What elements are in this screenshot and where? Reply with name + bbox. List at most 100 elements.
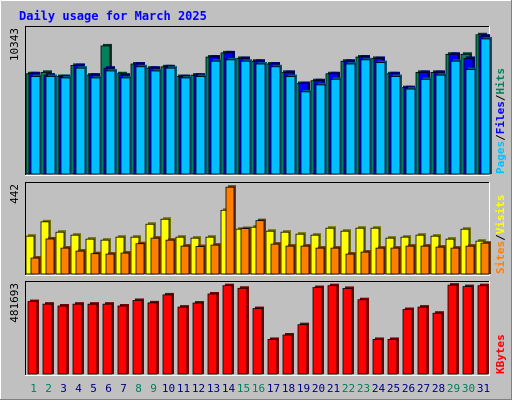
panel-top-pages-bar-day-29-face	[450, 60, 461, 175]
panel-top-pages-bar-day-17-face	[270, 66, 281, 175]
panel-top-pages-bar-day-16	[255, 62, 267, 175]
panel-top-legend-separator: /	[494, 94, 507, 101]
panel-bottom-kbytes-bar-day-30	[462, 284, 474, 375]
panel-bottom-kbytes-bar-day-16-face	[252, 308, 263, 375]
panel-bottom-kbytes-bar-day-8	[132, 298, 144, 375]
panel-top-pages-bar-day-24	[375, 60, 387, 175]
panel-middle-sites-bar-day-3-face	[60, 247, 70, 275]
panel-bottom-kbytes-bar-day-18-face	[282, 334, 293, 375]
panel-bottom-kbytes-bar-day-3-face	[57, 305, 68, 375]
panel-bottom-kbytes-bar-day-10-face	[162, 294, 173, 375]
panel-top-pages-bar-day-25-face	[390, 76, 401, 175]
panel-bottom-kbytes-bar-day-31	[477, 283, 489, 375]
panel-top-pages-bar-day-12	[195, 74, 207, 175]
x-tick-label-day-4: 4	[75, 382, 82, 395]
panel-middle-sites-bar-day-22-face	[345, 253, 355, 275]
panel-bottom-kbytes-bar-day-9-face	[147, 302, 158, 375]
panel-top-pages-bar-day-7-face	[120, 77, 131, 175]
panel-bottom-kbytes-bar-day-15	[237, 286, 249, 375]
panel-top-pages-bar-day-3	[60, 75, 72, 175]
panel-bottom-kbytes-bar-day-17-face	[267, 339, 278, 375]
panel-middle-sites-bar-day-9-face	[150, 237, 160, 275]
panel-middle-sites-bar-day-1-face	[30, 257, 40, 275]
panel-bottom-kbytes-bar-day-14-face	[222, 285, 233, 375]
panel-bottom-kbytes-bar-day-27-face	[417, 306, 428, 375]
panel-bottom-kbytes-bar-day-11-face	[177, 306, 188, 375]
panel-top-pages-bar-day-31	[480, 36, 492, 175]
panel-top-ymax-label: 10343	[8, 28, 21, 61]
panel-bottom-kbytes-bar-day-26-face	[402, 309, 413, 375]
x-tick-label-day-19: 19	[297, 382, 310, 395]
x-tick-label-day-21: 21	[327, 382, 340, 395]
panel-top-pages-bar-day-19	[300, 89, 312, 175]
panel-middle-sites-bar-day-7-face	[120, 252, 130, 275]
panel-top-pages-bar-day-9	[150, 68, 162, 175]
panel-middle-sites-bar-day-29-face	[450, 247, 460, 275]
panel-middle-sites-bar-day-3	[60, 246, 71, 275]
panel-middle-legend-visits: Visits	[494, 195, 507, 235]
panel-bottom-kbytes-bar-day-22-face	[342, 288, 353, 375]
panel-top-pages-bar-day-28-face	[435, 74, 446, 175]
x-tick-label-day-31: 31	[477, 382, 490, 395]
panel-bottom-kbytes-bar-day-13-face	[207, 293, 218, 375]
panel-bottom-kbytes-bar-day-28-face	[432, 312, 443, 375]
panel-bottom-kbytes-bar-day-25	[387, 337, 399, 375]
panel-bottom-kbytes-bar-day-30-face	[462, 286, 473, 375]
panel-bottom-kbytes-bar-day-18	[282, 333, 294, 375]
panel-bottom-kbytes-bar-day-23	[357, 297, 369, 375]
panel-top-pages-bar-day-29	[450, 59, 462, 175]
panel-middle-sites-bar-day-1	[30, 256, 41, 275]
panel-middle-sites-bar-day-28	[435, 245, 446, 275]
panel-top-pages-bar-day-2	[45, 74, 57, 175]
panel-bottom-kbytes-bar-day-7-face	[117, 305, 128, 375]
panel-middle-sites-bar-day-20-face	[315, 247, 325, 275]
panel-top-pages-bar-day-15-face	[240, 60, 251, 175]
panel-top-pages-bar-day-20-face	[315, 84, 326, 175]
panel-middle-sites-bar-day-18	[285, 244, 296, 275]
panel-middle-legend-separator: /	[494, 234, 507, 241]
panel-middle-sites-bar-day-14-face	[225, 186, 235, 275]
panel-middle-sites-bar-day-29	[450, 246, 461, 275]
panel-middle-sites-bar-day-7	[120, 251, 131, 275]
panel-top-pages-bar-day-22-face	[345, 63, 356, 175]
x-tick-label-day-2: 2	[45, 382, 52, 395]
panel-top-pages-bar-day-24-face	[375, 62, 386, 175]
x-tick-label-day-5: 5	[90, 382, 97, 395]
panel-top-pages-bar-day-12-face	[195, 76, 206, 175]
panel-middle-sites-bar-day-22	[345, 252, 356, 275]
panel-top-pages-bar-day-2-face	[45, 76, 56, 175]
panel-bottom-kbytes-bar-day-2-face	[42, 303, 53, 375]
x-tick-label-day-10: 10	[162, 382, 175, 395]
panel-middle-sites-bar-day-2-face	[45, 238, 55, 275]
x-tick-label-day-18: 18	[282, 382, 295, 395]
panel-middle-sites-bar-day-25-face	[390, 247, 400, 275]
panel-top-pages-bar-day-1-face	[30, 76, 41, 175]
x-tick-label-day-28: 28	[432, 382, 445, 395]
x-tick-label-day-24: 24	[372, 382, 386, 395]
x-tick-label-day-9: 9	[150, 382, 157, 395]
panel-bottom-kbytes-bar-day-3	[57, 304, 69, 375]
x-tick-label-day-11: 11	[177, 382, 190, 395]
panel-bottom-kbytes-bar-day-22	[342, 286, 354, 375]
panel-bottom-kbytes-bar-day-27	[417, 305, 429, 375]
panel-top-pages-bar-day-30	[465, 67, 477, 175]
panel-top-pages-bar-day-11-face	[180, 77, 191, 175]
panel-middle-sites-bar-day-15	[240, 226, 251, 275]
panel-top-pages-bar-day-8-face	[135, 66, 146, 175]
panel-middle-sites-bar-day-8-face	[135, 243, 145, 275]
panel-top-pages-bar-day-11	[180, 75, 192, 175]
panel-middle-sites-bar-day-13	[210, 243, 221, 275]
panel-bottom-ymax-label: 481693	[8, 283, 21, 323]
panel-middle-sites-bar-day-30-face	[465, 245, 475, 275]
x-tick-label-day-22: 22	[342, 382, 355, 395]
panel-top-pages-bar-day-6	[105, 68, 117, 175]
x-tick-label-day-29: 29	[447, 382, 460, 395]
panel-bottom-kbytes-bar-day-2	[42, 302, 54, 375]
panel-top-pages-bar-day-9-face	[150, 70, 161, 175]
panel-middle-sites-bar-day-23	[360, 250, 371, 275]
panel-bottom-kbytes-bar-day-9	[147, 300, 159, 375]
panel-top-pages-bar-day-10-face	[165, 67, 176, 175]
panel-top-pages-bar-day-21-face	[330, 78, 341, 175]
chart-title: Daily usage for March 2025	[19, 9, 207, 23]
panel-middle-sites-bar-day-9	[150, 236, 161, 275]
